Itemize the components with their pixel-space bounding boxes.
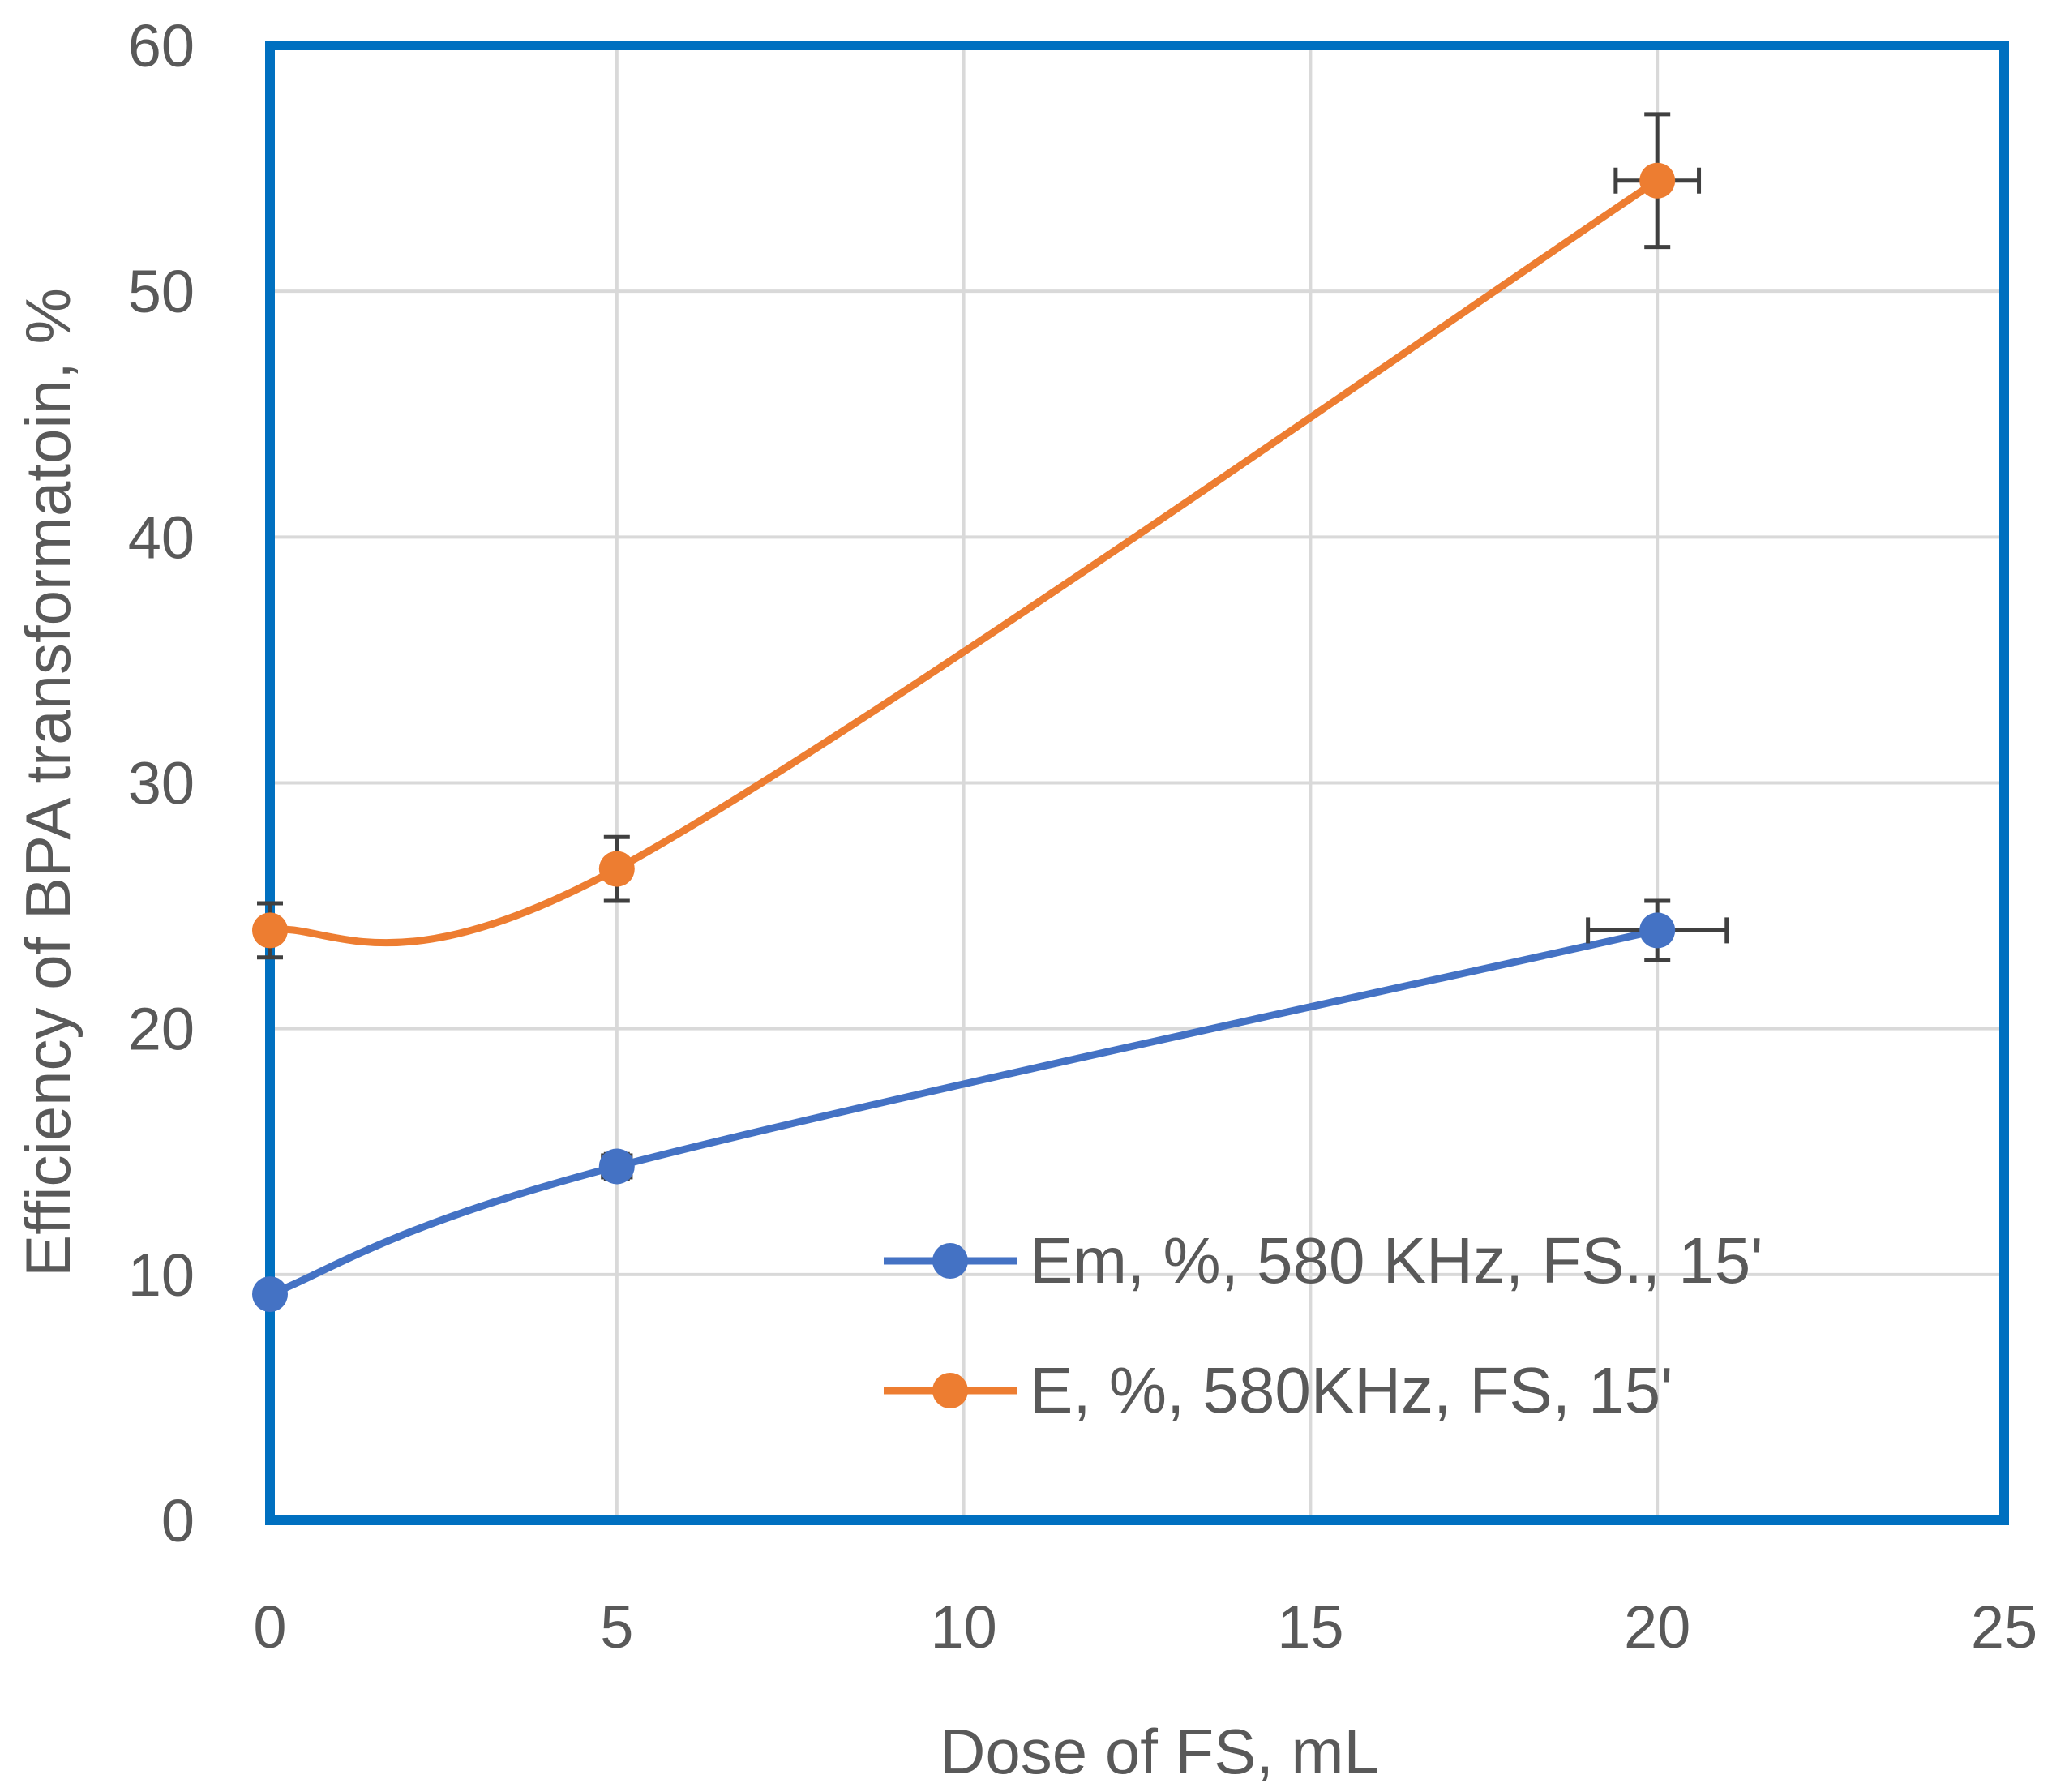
data-point: [1639, 912, 1676, 949]
legend-marker: [932, 1373, 968, 1408]
x-tick-labels: 0 5 10 15 20 25: [253, 1593, 2037, 1661]
legend: Em, %, 580 KHz, FS., 15' E, %, 580KHz, FS…: [884, 1224, 1763, 1426]
x-tick-label: 15: [1277, 1593, 1343, 1661]
y-tick-label: 50: [128, 258, 195, 325]
series-line: [266, 926, 1661, 1298]
plot-frame: [265, 41, 2009, 1525]
y-tick-labels: 0 10 20 30 40 50 60: [128, 12, 195, 1554]
y-tick-label: 0: [161, 1487, 195, 1554]
x-axis-title: Dose of FS, mL: [940, 1716, 1379, 1787]
legend-item-1: E, %, 580KHz, FS, 15': [884, 1354, 1673, 1426]
y-tick-label: 10: [128, 1241, 195, 1309]
x-tick-label: 10: [930, 1593, 996, 1661]
series-layer: [252, 112, 1729, 1313]
x-tick-label: 25: [1971, 1593, 2037, 1661]
x-tick-label: 20: [1624, 1593, 1690, 1661]
y-tick-label: 20: [128, 996, 195, 1063]
grid: [268, 44, 2006, 1522]
y-tick-label: 60: [128, 12, 195, 79]
legend-marker: [932, 1243, 968, 1279]
legend-label: Em, %, 580 KHz, FS., 15': [1030, 1224, 1763, 1297]
y-axis-title: Efficiency of BPA transformatoin, %: [12, 288, 84, 1277]
legend-item-0: Em, %, 580 KHz, FS., 15': [884, 1224, 1763, 1297]
data-point: [1639, 162, 1676, 199]
y-tick-label: 40: [128, 504, 195, 571]
data-point: [598, 851, 635, 887]
data-point: [598, 1148, 635, 1185]
x-tick-label: 0: [253, 1593, 286, 1661]
x-tick-label: 5: [600, 1593, 633, 1661]
legend-label: E, %, 580KHz, FS, 15': [1030, 1354, 1673, 1426]
series-1: [252, 112, 1702, 960]
series-0: [252, 898, 1729, 1313]
data-point: [252, 1276, 288, 1313]
series-line: [266, 177, 1661, 947]
y-tick-label: 30: [128, 750, 195, 817]
data-point: [252, 912, 288, 949]
